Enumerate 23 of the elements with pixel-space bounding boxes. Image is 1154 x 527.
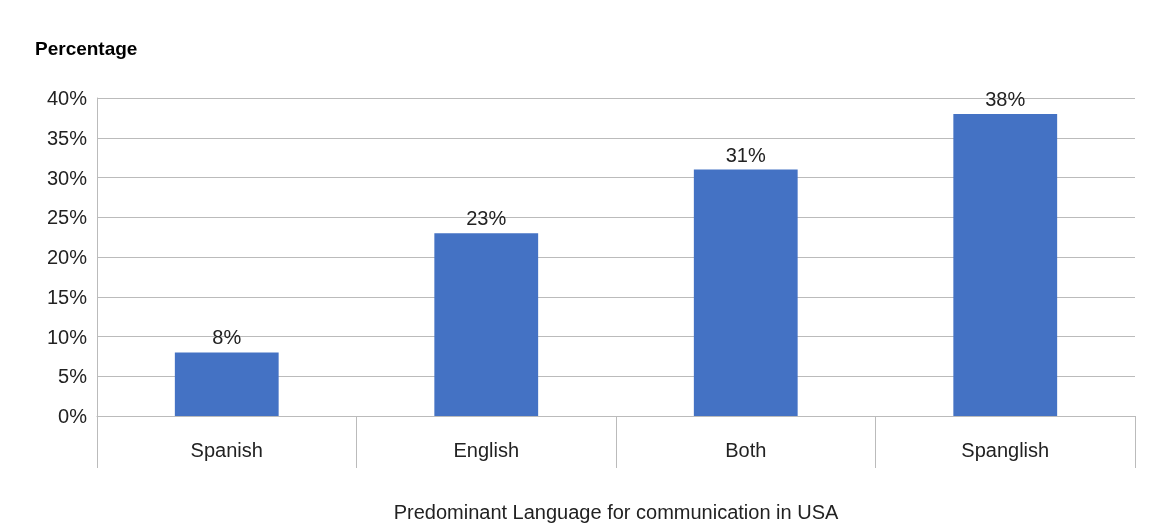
x-tick-label: Spanish: [190, 439, 263, 461]
x-tick-label: English: [453, 439, 520, 461]
y-tick-label: 0%: [58, 405, 88, 427]
y-tick-label: 40%: [46, 87, 88, 109]
bar: [953, 113, 1058, 416]
data-label: 8%: [212, 326, 242, 349]
y-tick-label: 10%: [46, 325, 88, 348]
data-label: 31%: [725, 143, 766, 166]
data-label: 23%: [466, 207, 507, 230]
bar: [174, 352, 279, 416]
y-tick-label: 35%: [46, 126, 88, 149]
x-axis-title: Predominant Language for communication in USA: [393, 501, 840, 523]
data-label: 38%: [985, 87, 1026, 110]
bar: [693, 169, 798, 416]
y-tick-label: 15%: [46, 285, 88, 308]
y-tick-label: 25%: [46, 206, 88, 229]
bar: [434, 233, 539, 416]
y-tick-label: 30%: [46, 166, 88, 189]
x-tick-label: Spanglish: [961, 439, 1050, 461]
x-tick-label: Both: [725, 439, 767, 461]
y-axis-title: Percentage: [35, 38, 138, 59]
y-tick-label: 5%: [58, 365, 88, 388]
y-tick-label: 20%: [46, 246, 88, 268]
